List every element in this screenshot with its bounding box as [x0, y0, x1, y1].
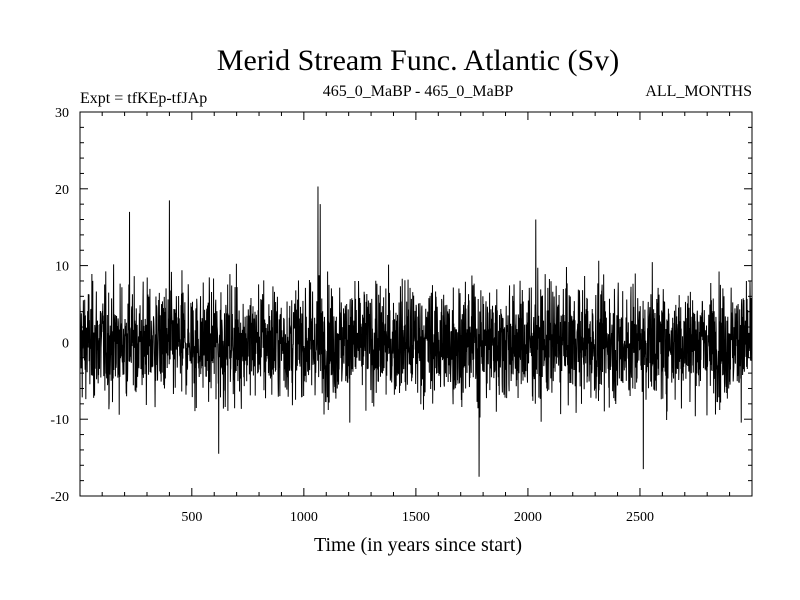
y-tick-label: 10: [55, 260, 69, 275]
x-tick-label: 2500: [626, 510, 654, 525]
y-tick-label: 30: [55, 106, 69, 121]
x-tick-label: 1500: [402, 510, 430, 525]
x-tick-label: 1000: [290, 510, 318, 525]
x-tick-label: 500: [181, 510, 202, 525]
y-tick-label: -20: [50, 490, 69, 505]
months-label: ALL_MONTHS: [645, 83, 752, 100]
chart-title: Merid Stream Func. Atlantic (Sv): [217, 44, 619, 77]
experiment-label: Expt = tfKEp-tfJAp: [80, 90, 207, 107]
period-label: 465_0_MaBP - 465_0_MaBP: [323, 83, 514, 100]
plot-area: 500 1000 1500 2000 2500 -20 -10 0 10 20 30: [50, 106, 753, 525]
x-axis-label: Time (in years since start): [314, 534, 522, 556]
y-tick-label: 20: [55, 183, 69, 198]
series-line: [79, 186, 753, 477]
y-tick-label: 0: [62, 336, 69, 351]
y-tick-label: -10: [50, 413, 69, 428]
x-tick-label: 2000: [514, 510, 542, 525]
